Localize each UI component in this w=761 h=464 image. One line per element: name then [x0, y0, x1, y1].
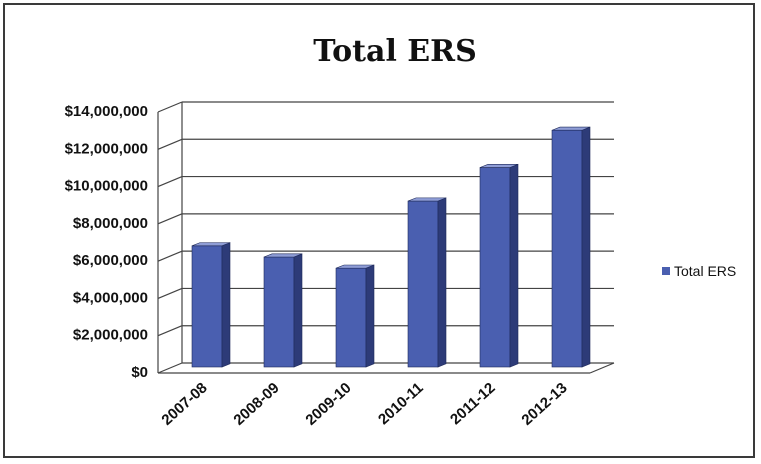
x-tick-label: 2010-11	[375, 379, 427, 428]
bar-side-face	[365, 264, 375, 368]
bar-2010-11	[407, 197, 447, 368]
bar-2007-08	[191, 242, 231, 368]
x-tick-label: 2012-13	[518, 379, 570, 428]
bar-2011-12	[479, 163, 519, 368]
y-tick-label: $2,000,000	[73, 327, 148, 344]
x-tick-label: 2009-10	[302, 379, 354, 428]
x-tick-label: 2008-09	[230, 379, 282, 428]
y-tick-label: $6,000,000	[73, 252, 148, 269]
chart-title: Total ERS	[313, 34, 477, 69]
legend-label: Total ERS	[674, 263, 736, 279]
bar-top-face	[335, 264, 375, 269]
y-axis-ticks: $0 $2,000,000 $4,000,000 $6,000,000 $8,000,0…	[65, 103, 148, 381]
bar-2012-13	[551, 126, 591, 368]
y-tick-label: $8,000,000	[73, 215, 148, 232]
bars-layer	[191, 126, 591, 368]
side-gridline	[157, 138, 183, 150]
bar-front-face	[335, 267, 367, 368]
bar-front-face	[407, 200, 439, 368]
bar-top-face	[479, 164, 519, 168]
y-tick-label: $10,000,000	[65, 178, 148, 195]
chart-svg: Total ERS $0 $2,000,000 $4,000,000 $6,000,0…	[65, 34, 737, 429]
bar-top-face	[551, 126, 591, 131]
bar-side-face	[509, 163, 519, 368]
bar-side-face	[293, 253, 303, 368]
bar-2008-09	[263, 253, 303, 368]
x-tick-label: 2007-08	[158, 379, 210, 428]
bar-top-face	[263, 253, 303, 258]
side-gridline	[157, 250, 183, 262]
y-tick-label: $14,000,000	[65, 103, 148, 120]
side-gridline	[157, 287, 183, 299]
x-axis-ticks: 2007-08 2008-09 2009-10 2010-11 2011-12 2012-…	[158, 379, 570, 428]
floor-edge	[589, 362, 615, 374]
bar-side-face	[581, 126, 591, 368]
y-tick-label: $4,000,000	[73, 289, 148, 306]
side-gridline	[157, 101, 183, 113]
chart-frame: Total ERS $0 $2,000,000 $4,000,000 $6,000,0…	[3, 3, 755, 458]
bar-front-face	[191, 245, 223, 368]
bar-side-face	[437, 197, 447, 368]
legend: Total ERS	[662, 263, 736, 279]
bar-front-face	[263, 256, 295, 368]
legend-swatch	[662, 267, 670, 275]
x-tick-label: 2011-12	[447, 379, 499, 428]
side-gridline	[157, 213, 183, 225]
bar-front-face	[551, 129, 583, 368]
bar-top-face	[191, 242, 231, 247]
grid-layer	[157, 101, 615, 374]
bar-side-face	[221, 242, 231, 368]
bar-top-face	[407, 197, 447, 202]
side-gridline	[157, 176, 183, 188]
bar-2009-10	[335, 264, 375, 368]
y-tick-label: $12,000,000	[65, 140, 148, 157]
side-gridline	[157, 362, 183, 374]
bar-front-face	[479, 167, 511, 368]
side-gridline	[157, 325, 183, 337]
y-tick-label: $0	[131, 364, 148, 381]
